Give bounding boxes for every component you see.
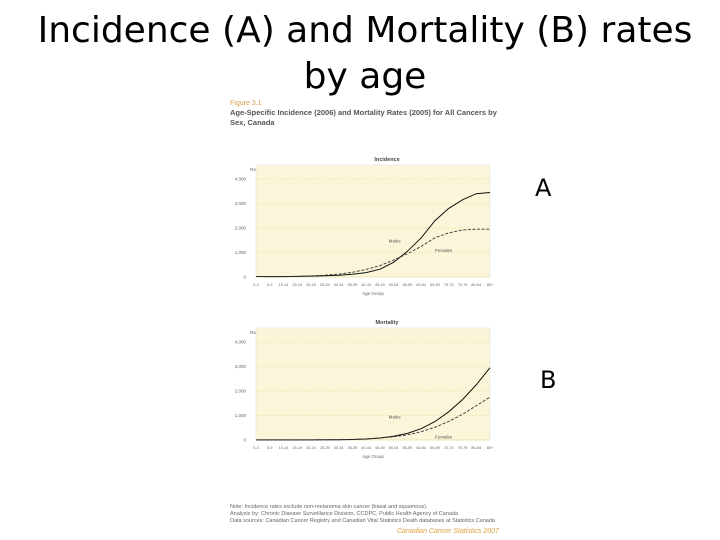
x-tick-label: 45-49	[375, 283, 385, 287]
x-tick-label: 70-74	[444, 283, 454, 287]
figure-title: Age-Specific Incidence (2006) and Mortal…	[230, 108, 497, 127]
x-tick-label: 5-9	[267, 283, 273, 287]
figure-footer: Canadian Cancer Statistics 2007	[397, 528, 499, 535]
x-tick-label: 30-34	[334, 283, 344, 287]
series-line-females	[256, 396, 491, 441]
series-line-females	[255, 228, 490, 278]
series-label: Females	[435, 248, 453, 253]
x-tick-label: 10-14	[279, 283, 289, 287]
figure-number: Figure 3.1	[230, 100, 262, 107]
x-tick-label: 80-84	[471, 283, 481, 287]
x-tick-label: 55-59	[403, 283, 413, 287]
x-axis-label: Age Group	[362, 454, 384, 459]
x-tick-label: 30-34	[334, 446, 344, 450]
y-tick-label: 0	[243, 275, 246, 280]
plot-area	[255, 164, 491, 278]
x-tick-label: 60-64	[416, 283, 426, 287]
x-tick-label: 0-4	[253, 283, 259, 287]
x-tick-label: 85+	[487, 446, 494, 450]
x-tick-label: 70-74	[444, 446, 454, 450]
figure-image: Figure 3.1 Age-Specific Incidence (2006)…	[222, 100, 512, 536]
x-tick-label: 50-54	[389, 446, 399, 450]
x-tick-label: 75-79	[458, 446, 468, 450]
x-tick-label: 35-39	[347, 446, 357, 450]
panel-tag-b: B	[540, 366, 557, 394]
x-tick-label: 65-69	[430, 283, 440, 287]
y-tick-label: 1,000	[235, 413, 247, 418]
y-tick-label: 4,000	[235, 340, 247, 345]
chart-title: Mortality	[376, 320, 400, 326]
x-tick-label: 15-19	[292, 446, 302, 450]
y-tick-label: 2,000	[235, 226, 247, 231]
x-tick-label: 75-79	[458, 283, 468, 287]
plot-area	[255, 327, 491, 441]
x-tick-label: 40-44	[361, 283, 371, 287]
figure-note: Note: Incidence rates exclude non-melano…	[230, 504, 428, 510]
y-tick-label: 2,000	[235, 389, 247, 394]
slide-title: Incidence (A) and Mortality (B) rates by…	[37, 10, 693, 97]
x-tick-label: 80-84	[471, 446, 481, 450]
x-tick-label: 45-49	[375, 446, 385, 450]
x-tick-label: 20-24	[306, 446, 316, 450]
figure-note: Data sources: Canadian Cancer Registry a…	[230, 518, 495, 524]
x-tick-label: 60-64	[416, 446, 426, 450]
x-tick-label: 0-4	[253, 446, 259, 450]
y-tick-label: 0	[243, 438, 246, 443]
x-tick-label: 25-29	[320, 446, 330, 450]
figure-notes: Note: Incidence rates exclude non-melano…	[230, 504, 510, 525]
x-tick-label: 40-44	[361, 446, 371, 450]
x-tick-label: 15-19	[292, 283, 302, 287]
figure-note: Analysis by: Chronic Disease Surveillanc…	[230, 511, 459, 517]
chart-title: Incidence	[374, 157, 399, 163]
series-label: Males	[389, 414, 402, 419]
x-tick-label: 20-24	[306, 283, 316, 287]
x-tick-label: 10-14	[279, 446, 289, 450]
y-tick-label: 3,000	[235, 201, 247, 206]
x-tick-label: 50-54	[389, 283, 399, 287]
y-tick-label: 3,000	[235, 364, 247, 369]
y-tick-label: 1,000	[235, 250, 247, 255]
x-tick-label: 65-69	[430, 446, 440, 450]
x-tick-label: 35-39	[347, 283, 357, 287]
x-tick-label: 85+	[487, 283, 494, 287]
x-tick-label: 25-29	[320, 283, 330, 287]
x-tick-label: 5-9	[267, 446, 273, 450]
y-tick-label: 4,000	[235, 177, 247, 182]
panel-tag-a: A	[535, 174, 552, 202]
series-label: Females	[435, 434, 453, 439]
series-label: Males	[389, 238, 402, 243]
x-axis-label: Age Group	[362, 291, 384, 296]
x-tick-label: 55-59	[403, 446, 413, 450]
